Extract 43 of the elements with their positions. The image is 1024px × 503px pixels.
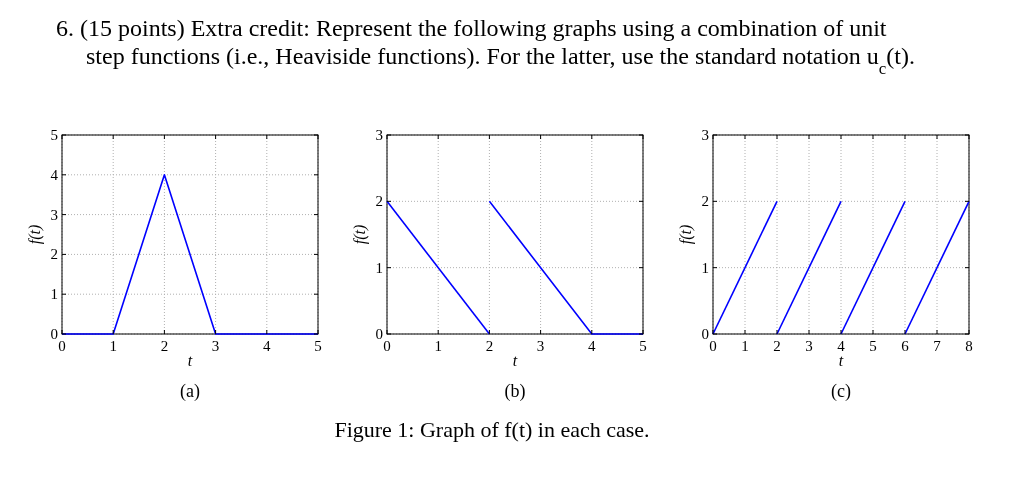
text: 6. (15 points) Extra credit: Represent the following graphs using a combination of unit step functions (i.e., Heaviside functions). For the latter, use the standard notation u$_{c}$(t). — [56, 15, 915, 78]
x-tick-label: 4 — [588, 338, 597, 354]
y-tick-label: 2 — [701, 193, 709, 210]
y-axis-title: f(t) — [26, 224, 44, 245]
y-axis-title: f(t) — [351, 224, 369, 245]
y-tick-label: 2 — [375, 193, 383, 210]
caption: Figure 1: Graph of f(t) in each case. — [334, 417, 650, 442]
y-tick-label: 4 — [50, 166, 59, 183]
x-axis-title: t — [512, 352, 518, 369]
x-tick-label: 4 — [263, 338, 272, 354]
y-tick-label: 3 — [375, 127, 383, 143]
x-tick-label: 1 — [741, 338, 749, 354]
y-tick-label: 2 — [50, 246, 58, 263]
y-tick-label: 1 — [50, 286, 58, 303]
text: (c) — [831, 381, 851, 402]
x-tick-label: 5 — [869, 338, 877, 354]
x-tick-label: 7 — [933, 338, 942, 354]
x-tick-label: 8 — [965, 338, 973, 354]
text: (a) — [180, 381, 200, 402]
x-tick-label: 3 — [805, 338, 813, 354]
x-tick-label: 1 — [434, 338, 442, 354]
x-tick-label: 5 — [639, 338, 647, 354]
x-tick-label: 5 — [314, 338, 322, 354]
x-tick-label: 3 — [211, 338, 220, 354]
x-tick-label: 2 — [485, 338, 494, 354]
x-tick-label: 3 — [536, 338, 545, 354]
x-tick-label: 1 — [109, 338, 117, 354]
y-tick-label: 3 — [50, 206, 58, 223]
x-tick-label: 2 — [773, 338, 781, 354]
text: (b) — [504, 381, 526, 402]
y-tick-label: 3 — [701, 127, 709, 143]
y-tick-label: 1 — [375, 259, 383, 276]
y-tick-label: 0 — [701, 326, 709, 342]
x-axis-title: t — [838, 352, 844, 369]
x-axis-title: t — [187, 352, 193, 369]
x-tick-label: 4 — [837, 338, 846, 354]
y-tick-label: 0 — [375, 326, 383, 342]
x-tick-label: 2 — [160, 338, 169, 354]
x-tick-label: 6 — [901, 338, 910, 354]
y-tick-label: 5 — [50, 127, 58, 143]
y-axis-title: f(t) — [677, 224, 695, 245]
y-tick-label: 0 — [50, 326, 58, 342]
y-tick-label: 1 — [701, 259, 709, 276]
